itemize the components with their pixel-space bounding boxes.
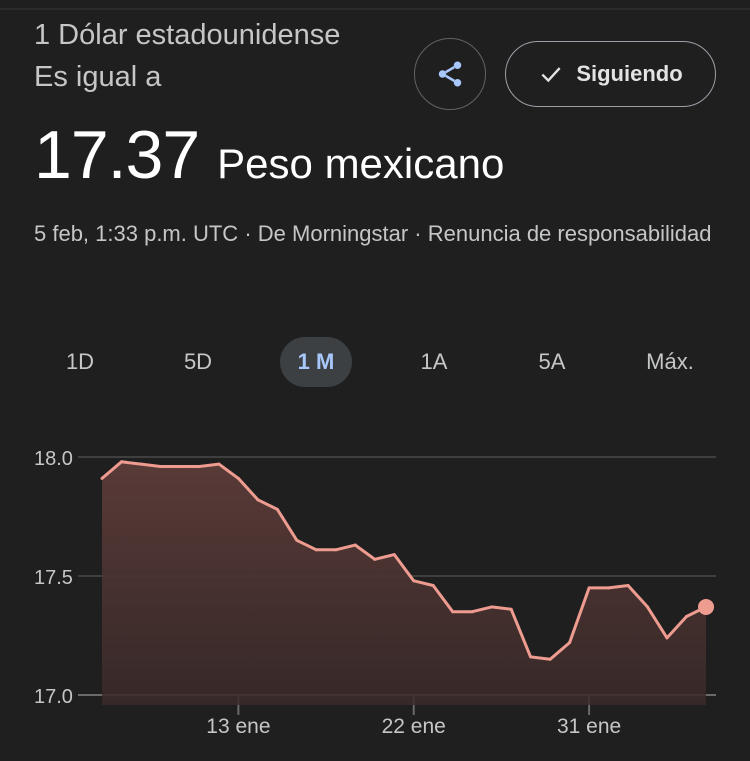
data-point xyxy=(509,607,513,611)
data-point xyxy=(158,465,162,469)
chart-area xyxy=(102,461,706,705)
data-point xyxy=(139,462,143,466)
tab-1a[interactable]: 1A xyxy=(420,349,448,374)
data-point xyxy=(178,465,182,469)
data-point xyxy=(529,655,533,659)
data-point xyxy=(217,462,221,466)
data-point xyxy=(334,548,338,552)
data-point xyxy=(119,460,123,464)
disclaimer-link[interactable]: Renuncia de responsabilidad xyxy=(427,221,712,246)
exchange-rate-chart[interactable]: 18.0 17.5 17.0 13 ene 22 ene 31 ene xyxy=(0,430,750,761)
check-icon xyxy=(541,67,561,83)
data-point xyxy=(646,605,650,609)
rate-meta: 5 feb, 1:33 p.m. UTC · De Morningstar · … xyxy=(34,213,724,254)
data-point xyxy=(665,636,669,640)
rate-value: 17.37 xyxy=(34,117,200,193)
data-point xyxy=(470,610,474,614)
tab-1d[interactable]: 1D xyxy=(65,349,95,374)
data-point xyxy=(451,610,455,614)
top-divider xyxy=(0,8,750,10)
data-point xyxy=(548,657,552,661)
time-range-tabs: 1D 5D 1 M 1A 5A Máx. xyxy=(0,337,750,389)
data-point xyxy=(197,465,201,469)
meta-separator: · xyxy=(244,221,252,246)
current-value-marker xyxy=(698,598,714,615)
data-point xyxy=(412,579,416,583)
data-point xyxy=(256,498,260,502)
data-point xyxy=(568,641,572,645)
share-icon xyxy=(438,61,462,87)
conversion-from-label: 1 Dólar estadounidense Es igual a xyxy=(34,19,341,93)
exchange-rate: 17.37 Peso mexicano xyxy=(34,116,504,196)
tab-5d[interactable]: 5D xyxy=(183,349,213,374)
y-tick-label: 18.0 xyxy=(34,448,73,470)
x-tick-label: 13 ene xyxy=(206,715,270,738)
share-button[interactable] xyxy=(414,38,486,110)
tab-max[interactable]: Máx. xyxy=(646,349,694,374)
data-point xyxy=(100,476,104,480)
tab-1m[interactable]: 1 M xyxy=(280,337,352,387)
data-point xyxy=(685,614,689,618)
data-point xyxy=(373,557,377,561)
chart-line-series xyxy=(101,460,707,661)
follow-button-label: Siguiendo xyxy=(576,61,683,86)
data-point xyxy=(431,584,435,588)
data-point xyxy=(587,586,591,590)
follow-button[interactable]: Siguiendo xyxy=(505,41,716,107)
y-tick-label: 17.0 xyxy=(34,686,73,708)
y-tick-label: 17.5 xyxy=(34,567,73,589)
meta-separator: · xyxy=(414,221,422,246)
data-source: De Morningstar xyxy=(257,221,409,246)
rate-timestamp: 5 feb, 1:33 p.m. UTC xyxy=(34,221,239,246)
data-point xyxy=(392,553,396,557)
data-point xyxy=(607,586,611,590)
data-point xyxy=(490,605,494,609)
data-point xyxy=(626,584,630,588)
x-tick-label: 31 ene xyxy=(557,715,621,738)
data-point xyxy=(236,476,240,480)
data-point xyxy=(275,507,279,511)
x-tick-label: 22 ene xyxy=(382,715,446,738)
tab-5a[interactable]: 5A xyxy=(538,349,566,374)
data-point xyxy=(314,548,318,552)
data-point xyxy=(353,543,357,547)
rate-currency: Peso mexicano xyxy=(217,140,505,187)
data-point xyxy=(295,538,299,542)
